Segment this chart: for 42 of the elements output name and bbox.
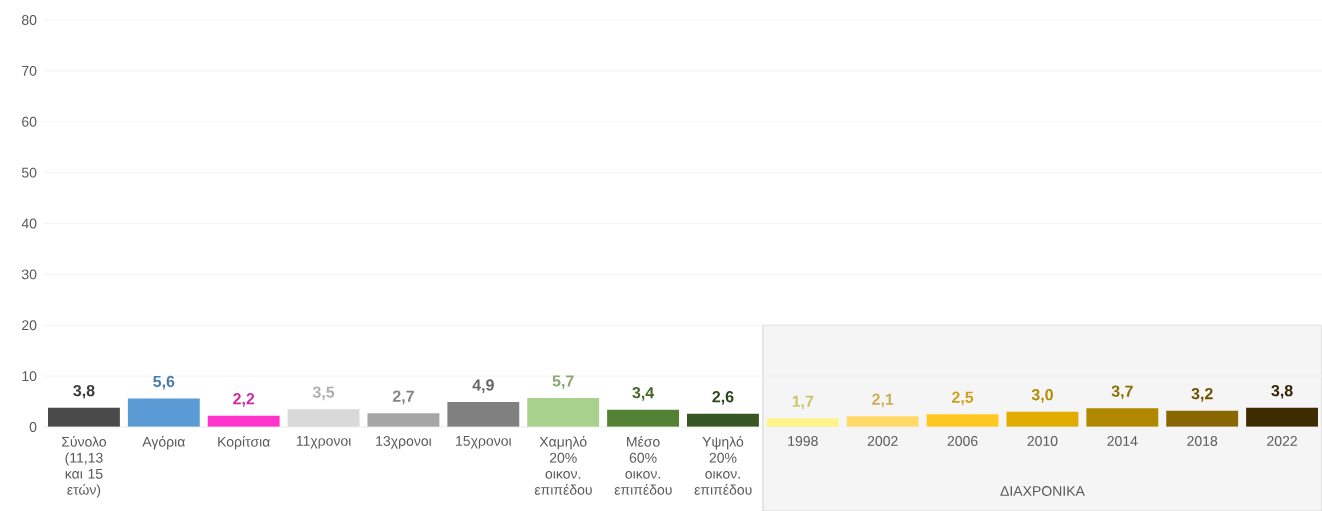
y-tick-label: 30 xyxy=(21,269,37,280)
data-label: 3,0 xyxy=(1031,389,1053,403)
data-label: 3,8 xyxy=(73,384,95,399)
x-tick-label: 2006 xyxy=(947,436,978,446)
x-tick-label: 15χρονοι xyxy=(456,436,512,449)
x-tick-label: Χαμηλό 20% οικον. επιπέδου xyxy=(534,436,592,495)
x-tick-label: Κορίτσια xyxy=(218,436,270,450)
y-tick-label: 70 xyxy=(22,65,37,76)
band-label: ΔΙΑΧΡΟΝΙΚΑ xyxy=(1000,486,1085,496)
data-label: 2,7 xyxy=(392,390,414,405)
y-tick-label: 20 xyxy=(22,320,37,331)
data-label: 3,7 xyxy=(1111,385,1133,400)
x-tick-label: Μέσο 60% οικον. επιπέδου xyxy=(614,436,672,495)
x-tick-label: 2002 xyxy=(867,436,898,446)
x-tick-label: 1998 xyxy=(788,436,818,446)
x-tick-label: Αγόρια xyxy=(142,436,185,450)
x-tick-label: 13χρονοι xyxy=(376,436,432,449)
data-label: 2,5 xyxy=(952,391,974,406)
data-label: 3,2 xyxy=(1191,388,1213,402)
data-label: 2,2 xyxy=(233,393,255,407)
x-tick-label: 11χρονοι xyxy=(296,436,351,449)
y-tick-label: 10 xyxy=(22,371,37,382)
x-tick-label: Υψηλό 20% οικον. επιπέδου xyxy=(694,436,752,495)
data-label: 3,8 xyxy=(1271,384,1293,399)
data-label: 3,4 xyxy=(632,387,655,401)
y-tick-label: 80 xyxy=(21,15,37,25)
x-tick-label: 2018 xyxy=(1187,436,1218,446)
data-label: 1,7 xyxy=(792,395,814,410)
y-tick-label: 40 xyxy=(21,218,37,229)
y-tick-label: 50 xyxy=(21,167,37,178)
data-label: 5,7 xyxy=(552,375,574,389)
y-tick-label: 0 xyxy=(29,422,37,432)
x-tick-label: Σύνολο (11,13 και 15 ετών) xyxy=(62,436,107,498)
x-tick-label: 2014 xyxy=(1107,436,1138,446)
data-label: 5,6 xyxy=(153,375,175,390)
data-label: 2,6 xyxy=(712,391,734,405)
data-label: 4,9 xyxy=(472,379,494,394)
y-tick-label: 60 xyxy=(22,116,37,127)
x-tick-label: 2010 xyxy=(1027,436,1058,446)
data-label: 3,5 xyxy=(312,386,335,401)
data-label: 2,1 xyxy=(872,393,894,408)
x-tick-label: 2022 xyxy=(1267,436,1297,446)
